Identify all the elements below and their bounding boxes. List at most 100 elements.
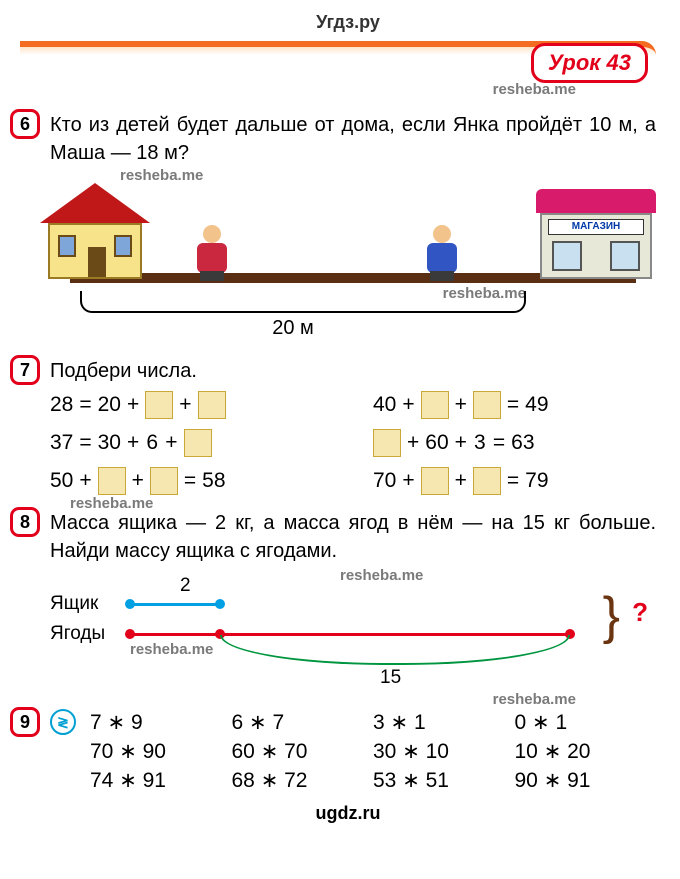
task-7: 7 Подбери числа. 28 = 20 + + 40 + + = 49 <box>40 357 656 495</box>
eq-val: 50 <box>50 469 73 493</box>
task8-diagram: Ящик Ягоды 2 15 } ? resheba.me <box>50 575 656 695</box>
eq-op: + <box>455 469 467 493</box>
eq-val: 40 <box>373 393 396 417</box>
bottom-site-label: ugdz.ru <box>40 803 656 824</box>
eq-op: + <box>79 469 91 493</box>
compare-cell: 3 ∗ 1 <box>373 710 515 735</box>
blank-box[interactable] <box>421 467 449 495</box>
watermark: resheba.me <box>130 641 213 658</box>
diagram-value-bottom: 15 <box>380 667 401 689</box>
eq-op: = <box>184 469 196 493</box>
blank-box[interactable] <box>150 467 178 495</box>
compare-cell: 90 ∗ 91 <box>515 768 657 793</box>
question-mark: ? <box>632 597 648 628</box>
diagram-row-label: Ягоды <box>50 623 105 645</box>
blank-box[interactable] <box>473 467 501 495</box>
blank-box[interactable] <box>184 429 212 457</box>
eq-op: + <box>455 393 467 417</box>
eq-op: = <box>507 393 519 417</box>
eq-op: + <box>127 431 139 455</box>
eq-op: = <box>493 431 505 455</box>
eq-val: 70 <box>373 469 396 493</box>
header: Урок 43 resheba.me <box>40 41 656 105</box>
page: Угдз.ру Урок 43 resheba.me 6 Кто из дете… <box>0 0 680 836</box>
compare-cell: 60 ∗ 70 <box>232 739 374 764</box>
watermark: resheba.me <box>493 691 576 708</box>
eq-op: + <box>132 469 144 493</box>
eq-val: 79 <box>525 469 548 493</box>
eq-val: 6 <box>145 431 159 455</box>
eq-op: + <box>402 393 414 417</box>
task-text: Масса ящика — 2 кг, а масса ягод в нём —… <box>50 509 656 565</box>
eq-op: + <box>455 431 467 455</box>
compare-grid: ≷ 7 ∗ 9 6 ∗ 7 3 ∗ 1 0 ∗ 1 70 ∗ 90 60 ∗ 7… <box>50 709 656 793</box>
eq-val: 30 <box>98 431 121 455</box>
eq-val: 49 <box>525 393 548 417</box>
task-number: 8 <box>10 507 40 537</box>
blank-box[interactable] <box>421 391 449 419</box>
bar-dot <box>125 629 135 639</box>
compare-cell: 68 ∗ 72 <box>232 768 374 793</box>
eq-op: = <box>79 431 91 455</box>
task-title: Подбери числа. <box>50 357 656 385</box>
eq-left-2: 37 = 30 + 6 + <box>50 429 333 457</box>
task-6: 6 Кто из детей будет дальше от дома, есл… <box>40 111 656 343</box>
kid-yanka-icon <box>190 225 234 281</box>
task-number: 7 <box>10 355 40 385</box>
eq-op: = <box>507 469 519 493</box>
eq-left-3: 50 + + = 58 <box>50 467 333 495</box>
eq-val: 63 <box>511 431 534 455</box>
eq-val: 58 <box>202 469 225 493</box>
distance-label: 20 м <box>40 317 546 340</box>
task-number: 6 <box>10 109 40 139</box>
top-site-label: Угдз.ру <box>40 12 656 33</box>
diagram-value-top: 2 <box>180 575 191 597</box>
compare-cell: 0 ∗ 1 <box>515 710 657 735</box>
blank-box[interactable] <box>198 391 226 419</box>
task-number: 9 <box>10 707 40 737</box>
bar-dot <box>125 599 135 609</box>
blank-box[interactable] <box>145 391 173 419</box>
curly-brace-icon: } <box>603 589 620 643</box>
lesson-badge: Урок 43 <box>531 43 648 83</box>
eq-val: 20 <box>98 393 121 417</box>
task-8: 8 Масса ящика — 2 кг, а масса ягод в нём… <box>40 509 656 695</box>
watermark: resheba.me <box>493 81 576 98</box>
equation-grid: 28 = 20 + + 40 + + = 49 37 = 30 <box>50 391 656 495</box>
eq-op: + <box>165 431 177 455</box>
compare-cell: 6 ∗ 7 <box>232 710 374 735</box>
eq-op: + <box>127 393 139 417</box>
shop-sign: МАГАЗИН <box>548 219 644 235</box>
compare-icon: ≷ <box>50 709 76 735</box>
compare-cell: 30 ∗ 10 <box>373 739 515 764</box>
eq-left-1: 28 = 20 + + <box>50 391 333 419</box>
eq-right-2: + 60 + 3 = 63 <box>373 429 656 457</box>
task6-illustration: МАГАЗИН resheba.me 20 м <box>40 173 656 343</box>
house-icon <box>40 183 150 283</box>
eq-val: 37 <box>50 431 73 455</box>
task-9: 9 resheba.me ≷ 7 ∗ 9 6 ∗ 7 3 ∗ 1 0 ∗ 1 7… <box>40 709 656 793</box>
bar-box <box>130 603 220 606</box>
distance-brace <box>80 291 526 313</box>
compare-cell: 7 ∗ 9 <box>90 710 232 735</box>
diagram-arc <box>220 635 570 665</box>
blank-box[interactable] <box>98 467 126 495</box>
eq-val: 3 <box>473 431 487 455</box>
eq-right-1: 40 + + = 49 <box>373 391 656 419</box>
compare-cell: 70 ∗ 90 <box>90 739 232 764</box>
eq-op: + <box>179 393 191 417</box>
diagram-row-label: Ящик <box>50 593 98 615</box>
eq-val: 60 <box>425 431 448 455</box>
compare-cell: 10 ∗ 20 <box>515 739 657 764</box>
eq-op: + <box>402 469 414 493</box>
shop-icon: МАГАЗИН <box>536 189 656 283</box>
compare-cell: 53 ∗ 51 <box>373 768 515 793</box>
blank-box[interactable] <box>473 391 501 419</box>
eq-val: 28 <box>50 393 73 417</box>
blank-box[interactable] <box>373 429 401 457</box>
eq-op: = <box>79 393 91 417</box>
task-text: Кто из детей будет дальше от дома, если … <box>50 111 656 167</box>
eq-op: + <box>407 431 419 455</box>
bar-dot <box>215 599 225 609</box>
kid-masha-icon <box>420 225 464 281</box>
